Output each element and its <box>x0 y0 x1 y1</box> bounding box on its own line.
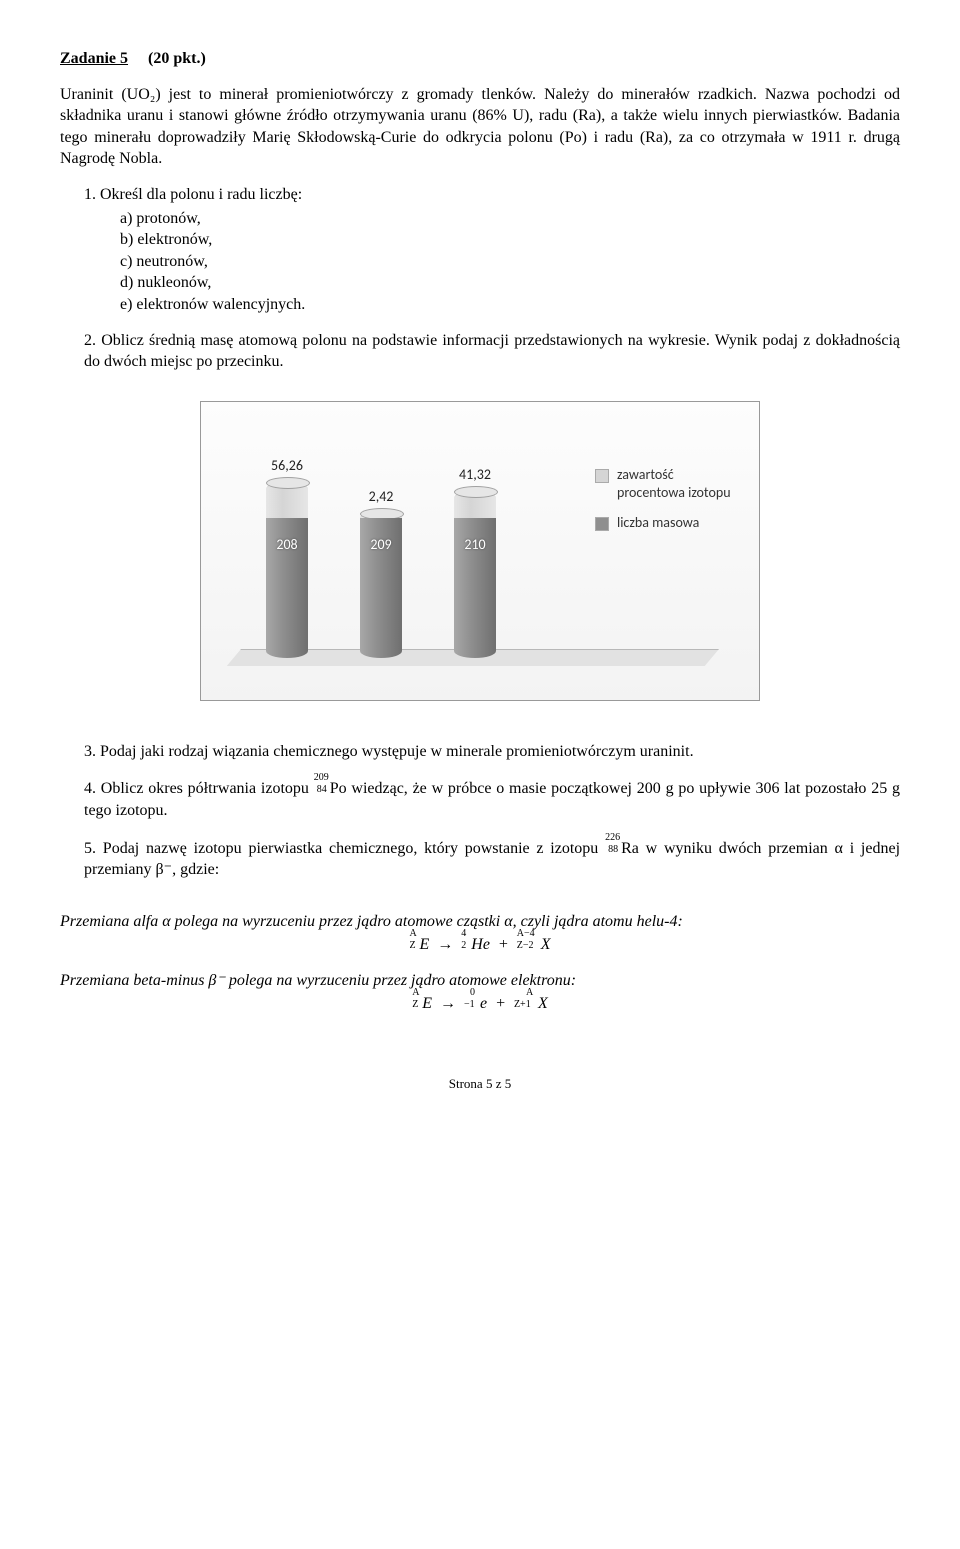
q2-text: Oblicz średnią masę atomową polonu na po… <box>84 332 900 371</box>
q4-isotope: 209 84 Po <box>314 778 347 800</box>
question-3: 3. Podaj jaki rodzaj wiązania chemiczneg… <box>84 741 900 763</box>
bar-mass-label-2: 210 <box>454 536 496 555</box>
q5-iso-z: 88 <box>608 843 618 857</box>
task-points: (20 pkt.) <box>148 50 206 67</box>
q1-text: Określ dla polonu i radu liczbę: <box>100 186 302 203</box>
bar-percent-label-1: 2,42 <box>369 488 394 507</box>
q5-isotope: 226 88 Ra <box>605 838 639 860</box>
q1-sub-4: e) elektronów walencyjnych. <box>120 294 900 316</box>
legend-swatch-mass <box>595 517 609 531</box>
question-2: 2. Oblicz średnią masę atomową polonu na… <box>84 330 900 373</box>
q5-num: 5. <box>84 840 96 857</box>
bar-mass-label-1: 209 <box>360 536 402 555</box>
intro-paragraph: Uraninit (UO₂) jest to minerał promienio… <box>60 84 900 170</box>
cylinder-2: 210 <box>454 491 496 658</box>
task-heading: Zadanie 5 <box>60 50 128 67</box>
bar-percent-label-0: 56,26 <box>271 457 303 476</box>
q5-iso-sym: Ra <box>621 840 639 857</box>
q3-num: 3. <box>84 743 96 760</box>
question-5: 5. Podaj nazwę izotopu pierwiastka chemi… <box>84 838 900 881</box>
cylinder-0: 208 <box>266 482 308 658</box>
page-footer: Strona 5 z 5 <box>60 1075 900 1093</box>
legend-mass-label: liczba masowa <box>617 514 699 532</box>
q3-text: Podaj jaki rodzaj wiązania chemicznego w… <box>100 743 694 760</box>
q4-iso-sym: Po <box>330 780 347 797</box>
q1-num: 1. <box>84 186 96 203</box>
question-4: 4. Oblicz okres półtrwania izotopu 209 8… <box>84 778 900 821</box>
q1-sub-2: c) neutronów, <box>120 251 900 273</box>
beta-equation: AZE → 0−1e + AZ+1X <box>60 993 900 1015</box>
q1-sub-1: b) elektronów, <box>120 229 900 251</box>
question-1: 1. Określ dla polonu i radu liczbę: a) p… <box>84 184 900 316</box>
chart-legend: zawartość procentowa izotopu liczba maso… <box>595 466 735 545</box>
q4-pre: Oblicz okres półtrwania izotopu <box>101 780 314 797</box>
q5-pre: Podaj nazwę izotopu pierwiastka chemiczn… <box>103 840 605 857</box>
alpha-intro: Przemiana alfa α polega na wyrzuceniu pr… <box>60 911 900 933</box>
q4-iso-z: 84 <box>317 783 327 797</box>
bar-209: 2,42 209 <box>355 488 407 658</box>
q2-num: 2. <box>84 332 96 349</box>
q1-sub-0: a) protonów, <box>120 208 900 230</box>
beta-intro: Przemiana beta-minus β⁻ polega na wyrzuc… <box>60 970 900 992</box>
q1-sub-3: d) nukleonów, <box>120 272 900 294</box>
q4-num: 4. <box>84 780 96 797</box>
isotope-chart: 56,26 208 2,42 209 41,32 210 zawartość procen… <box>200 401 760 701</box>
legend-swatch-percent <box>595 469 609 483</box>
cylinder-1: 209 <box>360 513 402 658</box>
legend-percent-label: zawartość procentowa izotopu <box>617 466 735 502</box>
bar-208: 56,26 208 <box>261 457 313 658</box>
alpha-equation: AZE → 42He + A−4Z−2X <box>60 934 900 956</box>
bar-percent-label-2: 41,32 <box>459 466 491 485</box>
bar-210: 41,32 210 <box>449 466 501 658</box>
bar-mass-label-0: 208 <box>266 536 308 555</box>
